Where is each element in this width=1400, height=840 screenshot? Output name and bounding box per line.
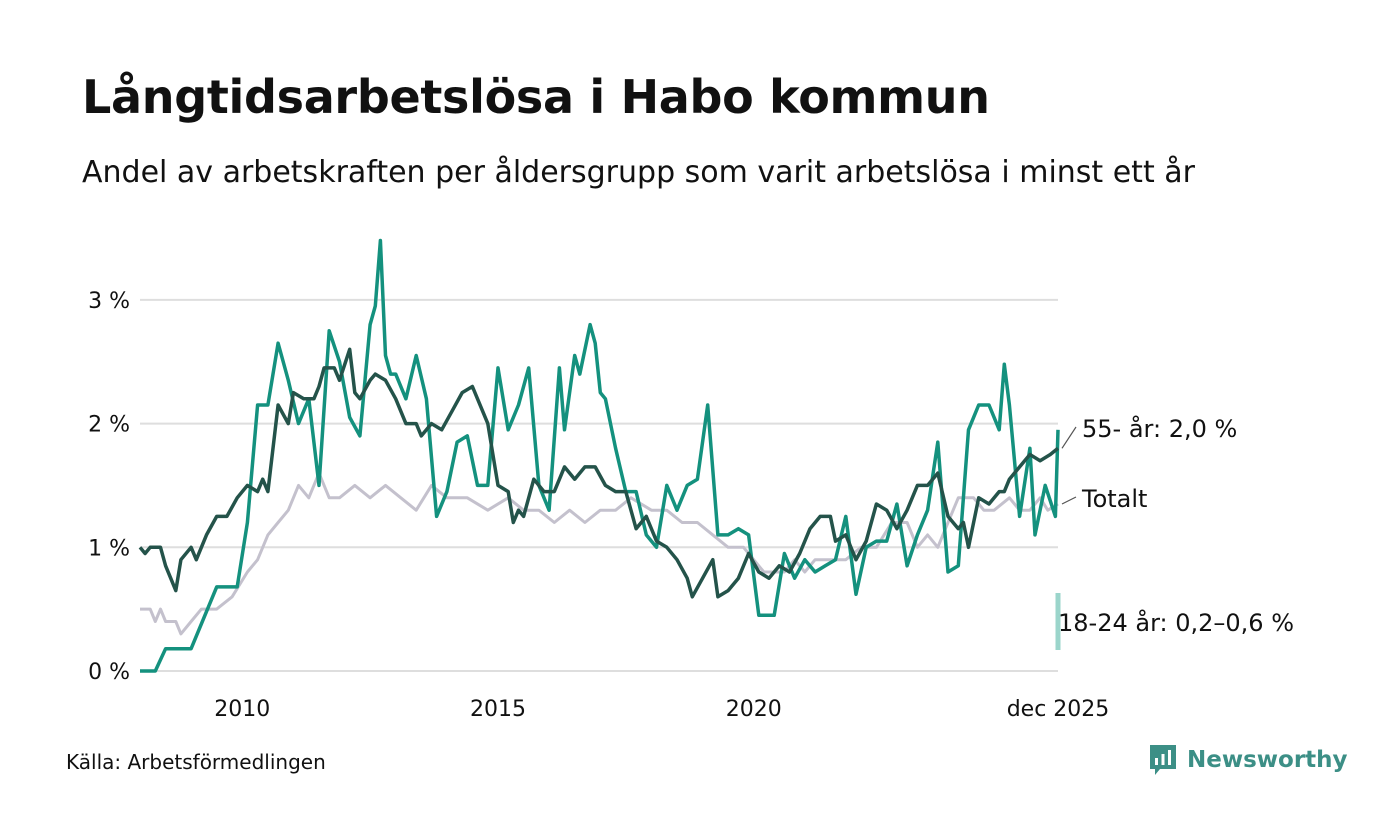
series-line-older bbox=[138, 347, 1060, 599]
label-connector-total bbox=[1061, 496, 1077, 505]
y-tick-label: 0 % bbox=[88, 660, 130, 685]
label-connector-older bbox=[1061, 426, 1077, 449]
series-label-young: 18-24 år: 0,2–0,6 % bbox=[1058, 608, 1294, 637]
y-tick-label: 3 % bbox=[88, 289, 130, 314]
y-axis-tick-labels: 0 % 1 % 2 % 3 % bbox=[88, 289, 130, 685]
series-end-labels: 55- år: 2,0 % Totalt 18-24 år: 0,2–0,6 % bbox=[1058, 414, 1294, 637]
series-label-total: Totalt bbox=[1081, 485, 1147, 513]
x-tick-label: 2010 bbox=[214, 697, 270, 722]
series-label-older: 55- år: 2,0 % bbox=[1082, 414, 1237, 443]
series-line-young bbox=[140, 238, 1060, 673]
newsworthy-logo-icon bbox=[1150, 745, 1176, 775]
brand-logo: Newsworthy bbox=[1148, 743, 1348, 777]
chart-subtitle: Andel av arbetskraften per åldersgrupp s… bbox=[82, 155, 1195, 190]
y-tick-label: 2 % bbox=[88, 413, 130, 438]
x-axis-tick-labels: 2010 2015 2020 dec 2025 bbox=[214, 697, 1109, 722]
x-tick-label: dec 2025 bbox=[1007, 697, 1110, 722]
series-line-total bbox=[140, 471, 1059, 636]
source-note: Källa: Arbetsförmedlingen bbox=[66, 750, 326, 774]
brand-name: Newsworthy bbox=[1187, 747, 1348, 773]
x-tick-label: 2015 bbox=[470, 697, 526, 722]
series-lines bbox=[138, 238, 1061, 673]
x-tick-label: 2020 bbox=[726, 697, 782, 722]
chart-title: Långtidsarbetslösa i Habo kommun bbox=[82, 70, 990, 124]
y-tick-label: 1 % bbox=[88, 536, 130, 561]
